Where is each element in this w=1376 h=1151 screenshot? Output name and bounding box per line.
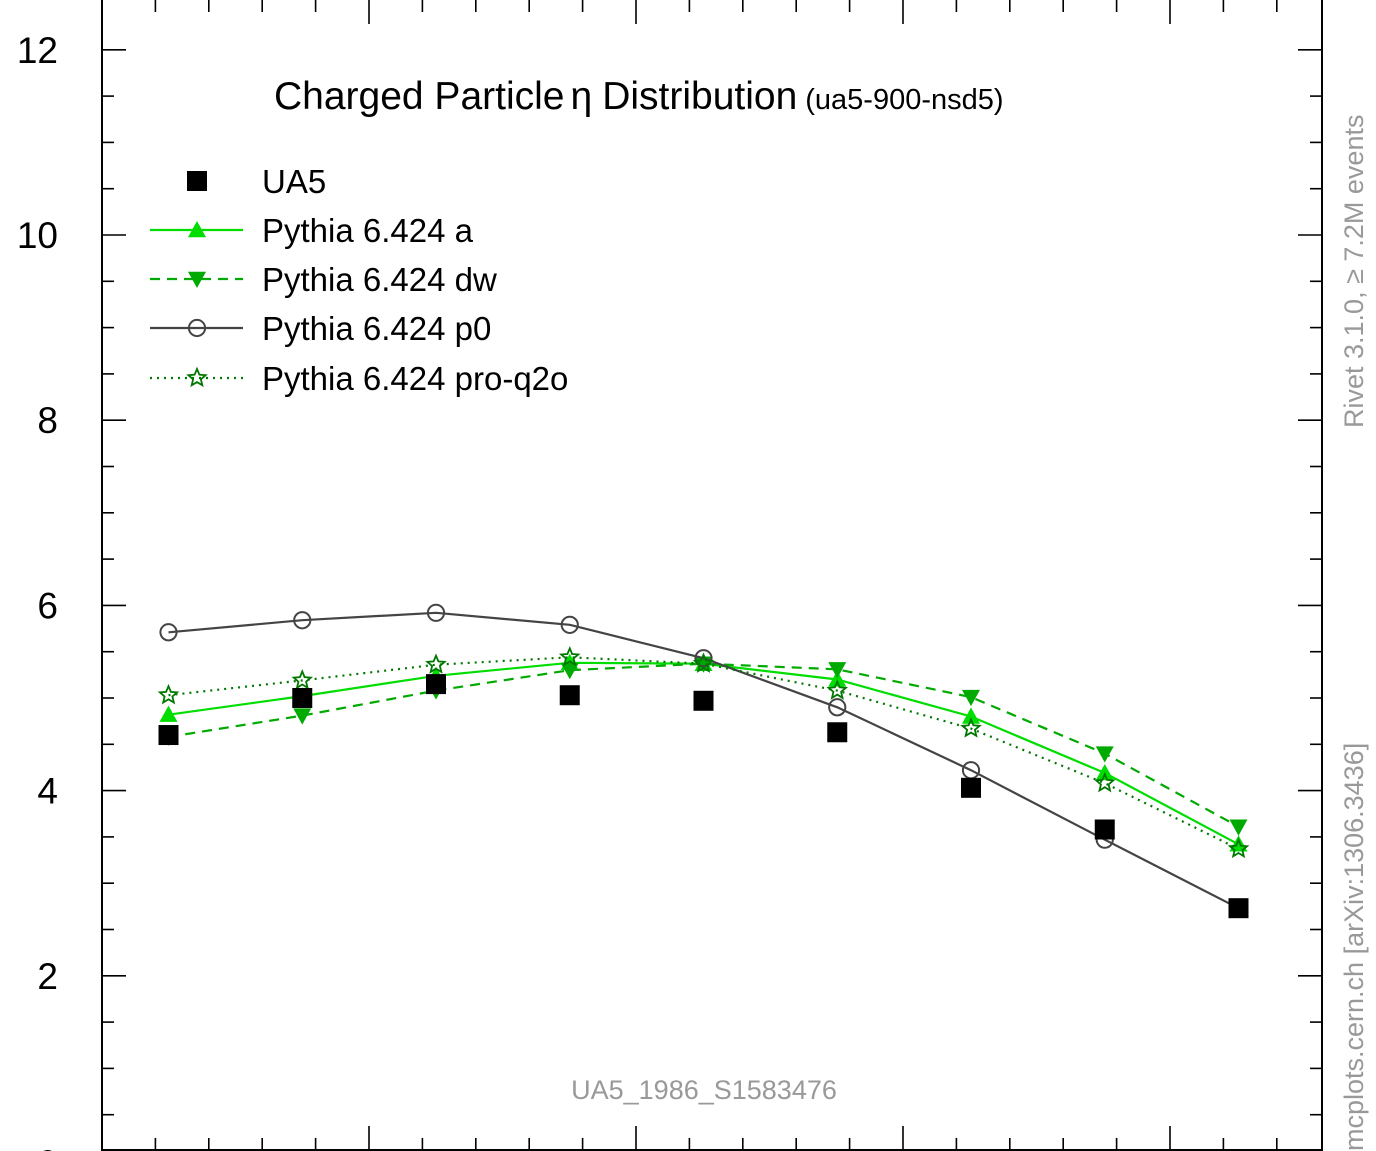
y-tick-label: 10 — [17, 215, 58, 256]
y-tick-label: 2 — [37, 956, 58, 997]
y-tick-label-zero: 0 — [37, 1143, 58, 1151]
series-point — [1229, 835, 1248, 852]
data-point — [827, 722, 848, 743]
y-tick-label: 12 — [17, 30, 58, 71]
legend-label: UA5 — [262, 163, 326, 200]
data-point — [559, 685, 580, 706]
data-point — [1228, 898, 1249, 919]
series-pythia-6-424-pro-q2o — [157, 645, 1250, 859]
legend: UA5 Pythia 6.424 a Pythia 6.424 dw Pythia 6… — [150, 163, 568, 397]
legend-entry: Pythia 6.424 dw — [150, 261, 497, 298]
series-pythia-6-424-a — [159, 653, 1248, 852]
series-point — [293, 611, 312, 630]
data-point — [158, 725, 179, 746]
series-point — [293, 708, 312, 725]
series-point — [962, 689, 980, 707]
legend-marker — [187, 318, 207, 338]
chart-title-main: Charged Particle — [274, 75, 564, 118]
y-tick-label: 6 — [37, 585, 58, 626]
legend-marker — [187, 171, 207, 191]
series-point — [828, 698, 847, 717]
series-point — [425, 653, 447, 674]
series-point — [826, 679, 849, 700]
data-point — [1094, 819, 1115, 840]
series-line — [168, 661, 1240, 846]
data-point — [693, 690, 714, 711]
series-point — [828, 670, 847, 687]
legend-label: Pythia 6.424 pro-q2o — [262, 360, 568, 397]
series-point — [1229, 819, 1248, 836]
series-point — [159, 705, 178, 722]
data-point — [426, 674, 446, 695]
series-pythia-6-424-dw — [159, 656, 1248, 836]
y-tick-labels: 2 4 6 8 10 12 0 — [17, 30, 58, 1151]
series-point — [962, 707, 980, 724]
y-tick-label: 8 — [37, 400, 58, 441]
series-line — [168, 611, 1240, 910]
plot-frame — [101, 0, 1323, 1151]
data-point — [292, 688, 313, 708]
legend-entry: Pythia 6.424 a — [150, 212, 474, 249]
legend-marker — [188, 221, 206, 238]
series-point — [291, 669, 314, 690]
chart-title-symbol: η — [570, 75, 592, 118]
series-point — [159, 623, 178, 642]
legend-marker — [186, 366, 208, 388]
legend-entry: Pythia 6.424 pro-q2o — [150, 360, 568, 397]
series-point — [1095, 746, 1114, 763]
series-point — [692, 652, 715, 673]
series-point — [426, 603, 446, 622]
series-ua5 — [158, 674, 1249, 919]
legend-entry: UA5 — [187, 163, 326, 200]
series-point — [558, 645, 581, 667]
series-point — [1227, 837, 1250, 859]
legend-marker — [188, 271, 206, 288]
series-point — [560, 615, 579, 634]
series-line — [168, 662, 1240, 828]
y-tick-label: 4 — [37, 771, 58, 812]
chart-title-suffix: Distribution — [602, 75, 797, 118]
chart-title: Charged Particle η Distribution (ua5-900-ns… — [274, 75, 1004, 118]
series-layer — [157, 603, 1250, 919]
series-point — [828, 662, 847, 679]
series-pythia-6-424-p0 — [159, 603, 1248, 918]
series-point — [1093, 771, 1116, 793]
legend-label: Pythia 6.424 dw — [262, 261, 497, 298]
data-point — [961, 777, 981, 798]
side-label-top: Rivet 3.1.0, ≥ 7.2M events — [1339, 115, 1369, 428]
series-line — [168, 656, 1239, 850]
legend-label: Pythia 6.424 a — [262, 212, 474, 249]
chart-title-tag: (ua5-900-nsd5) — [805, 84, 1003, 116]
legend-entry: Pythia 6.424 p0 — [150, 310, 491, 347]
axis-ticks — [101, 0, 1322, 1150]
legend-label: Pythia 6.424 p0 — [262, 310, 491, 347]
side-label-bottom: mcplots.cern.ch [arXiv:1306.3436] — [1339, 743, 1369, 1151]
watermark-label: UA5_1986_S1583476 — [571, 1075, 837, 1105]
series-point — [560, 663, 579, 680]
series-point — [694, 649, 713, 668]
series-point — [157, 683, 180, 705]
series-point — [960, 717, 982, 738]
